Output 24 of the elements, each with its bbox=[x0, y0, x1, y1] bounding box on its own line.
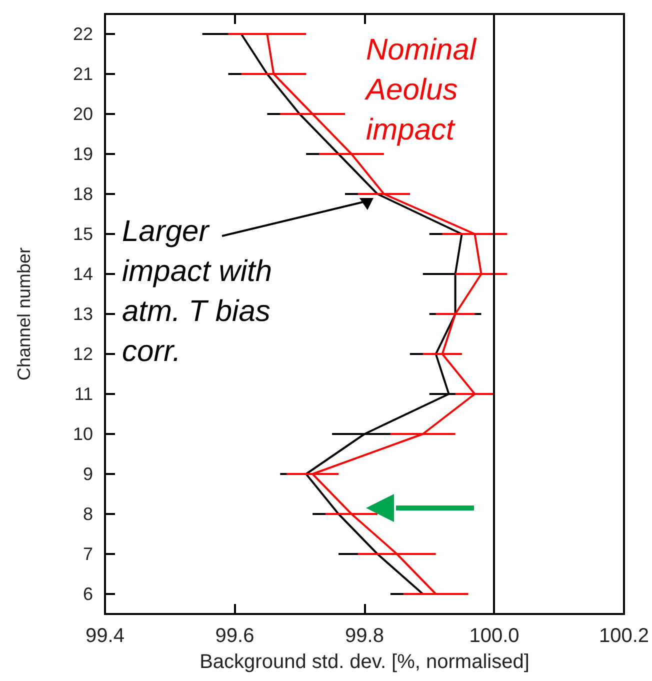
x-tick-label: 99.4 bbox=[86, 625, 124, 647]
y-tick-label: 21 bbox=[72, 64, 93, 84]
series-label: Nominal Aeolus impact bbox=[364, 34, 484, 146]
x-tick-label: 100.2 bbox=[598, 625, 650, 647]
y-tick-label: 15 bbox=[72, 224, 93, 244]
y-tick-label: 20 bbox=[72, 104, 93, 124]
y-tick-label: 19 bbox=[72, 144, 93, 164]
x-tick-label: 99.8 bbox=[345, 625, 384, 647]
y-tick-label: 9 bbox=[82, 464, 93, 484]
y-tick-label: 8 bbox=[82, 504, 93, 524]
y-tick-label: 12 bbox=[72, 344, 93, 364]
y-tick-label: 11 bbox=[74, 384, 93, 404]
y-tick-label: 22 bbox=[72, 24, 93, 44]
x-axis-title: Background std. dev. [%, normalised] bbox=[200, 651, 530, 673]
y-axis-title: Channel number bbox=[14, 247, 34, 381]
x-tick-label: 99.6 bbox=[215, 625, 254, 647]
y-tick-label: 6 bbox=[82, 584, 93, 604]
x-tick-label: 100.0 bbox=[469, 625, 520, 647]
y-tick-label: 13 bbox=[72, 304, 93, 324]
y-tick-label: 7 bbox=[82, 544, 93, 564]
y-tick-label: 14 bbox=[72, 264, 93, 284]
annotation: Larger impact with atm. T bias corr. bbox=[122, 214, 274, 370]
y-tick-label: 10 bbox=[72, 424, 93, 444]
y-tick-label: 18 bbox=[72, 184, 93, 204]
